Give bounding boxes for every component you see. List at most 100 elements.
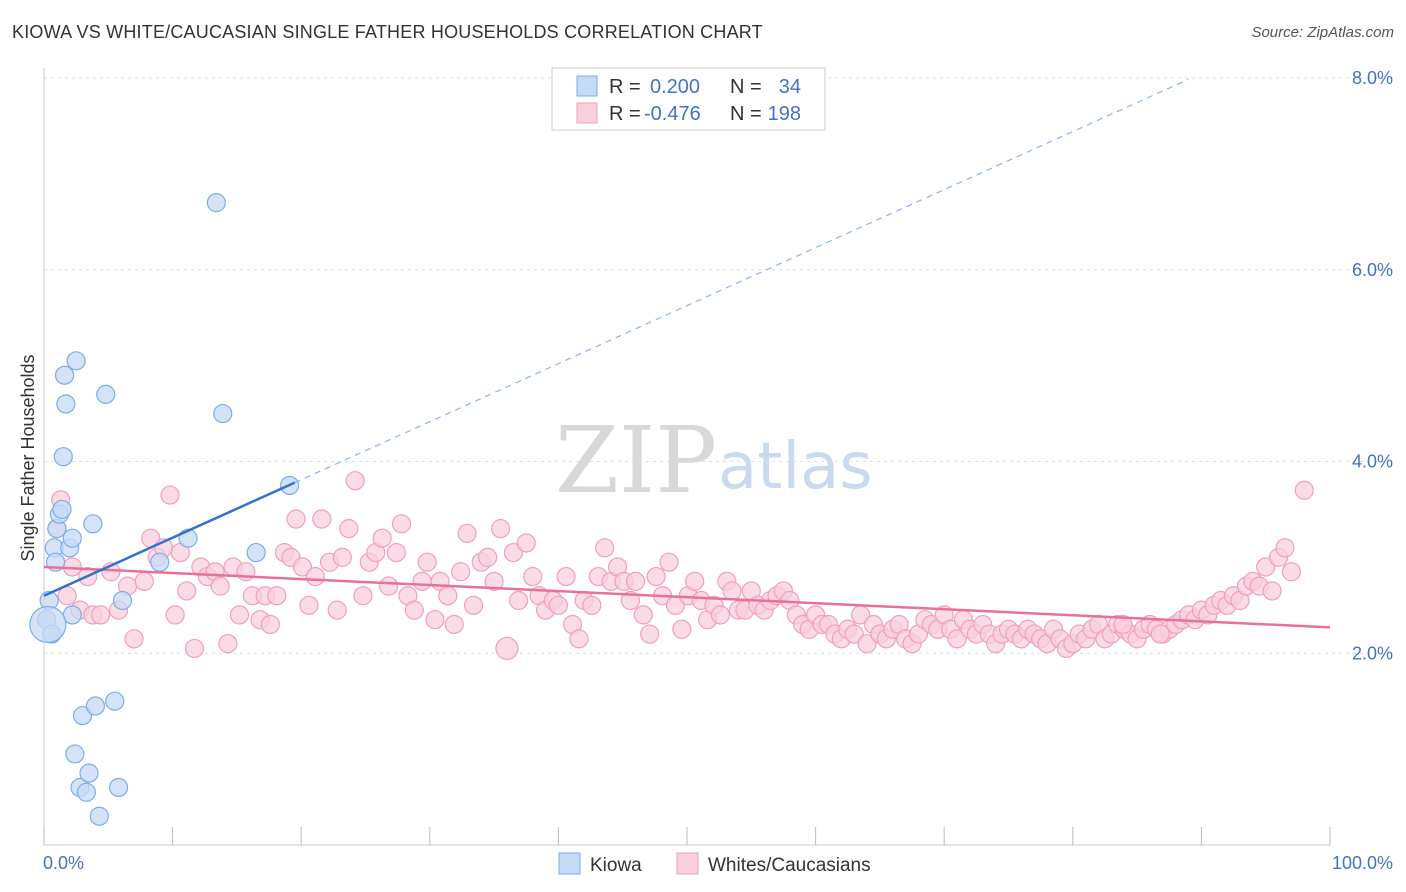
- point-whites: [582, 595, 602, 615]
- watermark-zip: ZIP: [555, 407, 717, 514]
- stats-legend: R = 0.200 N = 34 R = -0.476 N = 198: [551, 67, 826, 131]
- point-whites: [1262, 581, 1282, 601]
- point-whites: [372, 528, 392, 548]
- point-whites: [404, 600, 424, 620]
- point-whites: [444, 614, 464, 635]
- point-whites: [299, 595, 319, 615]
- point-whites: [184, 638, 205, 659]
- point-whites: [516, 533, 536, 553]
- point-whites: [672, 619, 692, 639]
- point-whites: [236, 562, 256, 582]
- point-whites: [391, 514, 412, 534]
- point-whites: [947, 629, 967, 649]
- data-points: [29, 193, 1314, 826]
- legend-n-label-kiowa: N =: [730, 76, 762, 98]
- chart-title: KIOWA VS WHITE/CAUCASIAN SINGLE FATHER H…: [12, 22, 763, 42]
- trend-line-whites: [43, 565, 1331, 629]
- legend-r-whites: -0.476: [644, 103, 701, 125]
- point-whites: [722, 581, 742, 601]
- axes: [43, 68, 1331, 846]
- point-whites: [312, 509, 332, 529]
- legend-n-whites: 198: [768, 103, 801, 125]
- legend-n-kiowa: 34: [779, 76, 801, 98]
- y-tick-label: 2.0%: [1352, 643, 1393, 663]
- point-whites: [625, 571, 646, 591]
- point-whites: [124, 629, 144, 649]
- point-whites: [438, 586, 458, 606]
- point-whites: [177, 581, 197, 601]
- point-kiowa: [66, 351, 86, 371]
- point-whites: [417, 552, 437, 572]
- point-kiowa: [72, 705, 93, 726]
- point-kiowa: [29, 605, 67, 644]
- point-whites: [640, 624, 660, 644]
- point-whites: [90, 605, 111, 625]
- point-whites: [685, 571, 705, 591]
- point-whites: [332, 547, 352, 567]
- point-kiowa: [56, 394, 76, 414]
- y-tick-label: 6.0%: [1352, 260, 1393, 280]
- point-whites: [57, 586, 77, 606]
- legend-swatch-whites: [576, 102, 598, 124]
- y-tick-label: 4.0%: [1352, 452, 1393, 472]
- point-kiowa: [79, 763, 99, 783]
- point-whites: [412, 571, 432, 591]
- trend-lines: [43, 78, 1331, 629]
- point-kiowa: [54, 365, 75, 385]
- x-tick-left: 0.0%: [43, 853, 84, 873]
- point-whites: [1294, 480, 1314, 500]
- point-whites: [425, 610, 445, 630]
- point-whites: [1275, 538, 1295, 558]
- point-whites: [484, 571, 504, 591]
- legend-n-label-whites: N =: [730, 103, 762, 125]
- point-whites: [508, 590, 529, 611]
- point-whites: [218, 634, 238, 654]
- series-legend: Kiowa Whites/Caucasians: [558, 852, 871, 876]
- legend-r-kiowa: 0.200: [650, 76, 700, 98]
- point-whites: [134, 571, 154, 591]
- point-whites: [339, 519, 359, 539]
- point-kiowa: [76, 782, 97, 802]
- point-whites: [286, 509, 306, 529]
- point-whites: [523, 566, 543, 587]
- point-whites: [327, 600, 347, 620]
- bottom-legend-whites: Whites/Caucasians: [708, 855, 871, 876]
- point-whites: [556, 566, 576, 587]
- point-kiowa: [65, 744, 85, 764]
- legend-r-label-kiowa: R =: [609, 76, 641, 98]
- trend-extension-kiowa: [294, 78, 1189, 484]
- series-whites: [47, 471, 1314, 661]
- point-kiowa: [105, 691, 125, 711]
- point-whites: [229, 605, 250, 625]
- source-credit: Source: ZipAtlas.com: [1251, 24, 1394, 41]
- point-kiowa: [83, 514, 103, 534]
- watermark-atlas: atlas: [718, 430, 873, 504]
- point-whites: [710, 605, 731, 625]
- point-whites: [160, 485, 180, 505]
- point-whites: [379, 576, 399, 596]
- legend-swatch-kiowa: [576, 75, 598, 97]
- point-whites: [292, 557, 313, 577]
- point-whites: [451, 562, 471, 582]
- point-whites: [463, 595, 484, 615]
- legend-r-label-whites: R =: [609, 103, 641, 125]
- point-whites: [490, 519, 511, 539]
- point-whites: [345, 471, 365, 491]
- point-whites: [210, 576, 230, 596]
- y-tick-label: 8.0%: [1352, 68, 1393, 88]
- point-whites: [457, 523, 477, 544]
- point-whites: [1256, 557, 1276, 577]
- point-whites: [478, 547, 498, 567]
- point-whites: [495, 636, 519, 661]
- point-whites: [503, 542, 523, 563]
- point-whites: [305, 566, 325, 587]
- point-whites: [353, 586, 373, 606]
- y-axis-label: Single Father Households: [18, 354, 38, 561]
- point-kiowa: [213, 403, 233, 424]
- bottom-legend-swatch-kiowa: [558, 852, 581, 875]
- point-kiowa: [89, 806, 109, 826]
- point-whites: [595, 538, 615, 558]
- point-kiowa: [96, 384, 116, 404]
- trend-line-kiowa: [43, 481, 296, 597]
